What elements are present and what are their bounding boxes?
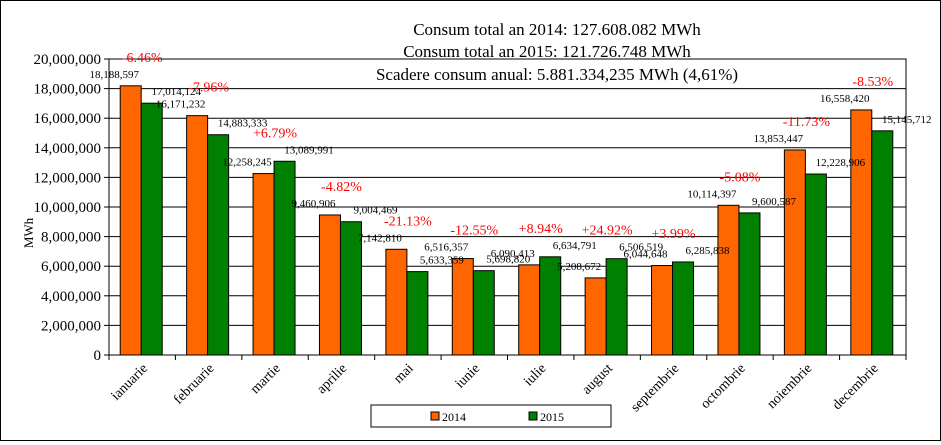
- bar-2014-decembrie: [850, 109, 873, 356]
- data-label-2014-decembrie: 16,558,420: [820, 93, 870, 105]
- x-tick-label: iulie: [521, 361, 549, 389]
- x-tick-label: octombrie: [698, 361, 749, 412]
- data-label-2014-ianuarie: 18,188,597: [89, 69, 139, 81]
- data-label-2015-iunie: 5,698,820: [486, 254, 531, 266]
- percent-change-label: -11.73%: [783, 115, 831, 130]
- y-tick-label: 16,000,000: [34, 111, 102, 127]
- data-label-2014-aprilie: 9,460,906: [291, 198, 336, 210]
- x-tick-label: noiembrie: [764, 361, 815, 412]
- bar-2015-martie: [273, 160, 296, 356]
- data-label-2014-iulie: 6,090,413: [491, 248, 536, 260]
- bar-2015-mai: [406, 271, 429, 356]
- bar-2014-mai: [385, 248, 408, 356]
- legend: 2014 2015: [370, 404, 612, 428]
- bar-2014-martie: [252, 173, 275, 356]
- bar-2015-august: [605, 258, 628, 356]
- y-tick-label: 2,000,000: [41, 318, 101, 334]
- data-label-2015-decembrie: 15,145,712: [882, 114, 932, 126]
- data-label-2014-septembrie: 6,044,648: [624, 249, 669, 261]
- percent-change-label: -5.08%: [720, 170, 761, 185]
- x-tick-label: iunie: [453, 361, 483, 391]
- percent-change-label: -4.82%: [321, 180, 362, 195]
- legend-label-2015: 2015: [540, 410, 564, 424]
- title-line-1: Consum total an 2014: 127.608.082 MWh: [413, 20, 701, 39]
- percent-change-label: -7.96%: [188, 81, 229, 96]
- data-label-2015-noiembrie: 12,228,906: [816, 157, 866, 169]
- data-label-2014-august: 5,208,672: [557, 261, 601, 273]
- title-line-2: Consum total an 2015: 121.726.748 MWh: [403, 42, 691, 61]
- bar-2015-iulie: [539, 256, 562, 356]
- legend-swatch-2014: [430, 411, 440, 421]
- data-label-2015-septembrie: 6,285,838: [686, 245, 731, 257]
- legend-box: [370, 404, 612, 428]
- y-tick-label: 8,000,000: [41, 230, 101, 246]
- title-line-3: Scadere consum anual: 5.881.334,235 MWh …: [376, 65, 738, 84]
- x-tick-label: septembrie: [628, 361, 682, 415]
- percent-change-label: -6.46%: [122, 51, 163, 66]
- data-label-2015-august: 6,506,519: [619, 242, 664, 254]
- data-label-2014-iunie: 6,516,357: [424, 242, 469, 254]
- data-label-2014-februarie: 16,171,232: [156, 99, 206, 111]
- chart-title: Consum total an 2014: 127.608.082 MWh Co…: [376, 20, 738, 84]
- data-label-2015-ianuarie: 17,014,124: [151, 86, 201, 98]
- y-axis-label: MWh: [21, 217, 36, 248]
- y-tick-label: 10,000,000: [34, 200, 102, 216]
- bar-2014-noiembrie: [783, 149, 806, 356]
- percent-change-label: -12.55%: [450, 224, 498, 239]
- x-tick-label: august: [579, 361, 616, 398]
- data-label-2015-octombrie: 9,600,587: [752, 196, 797, 208]
- data-label-2014-mai: 7,142,810: [358, 232, 403, 244]
- x-tick-label: decembrie: [830, 361, 882, 413]
- bar-2014-august: [584, 277, 607, 356]
- percent-change-label: +6.79%: [253, 126, 297, 141]
- bar-2015-noiembrie: [804, 173, 827, 356]
- y-tick-label: 18,000,000: [34, 82, 102, 98]
- legend-label-2014: 2014: [442, 410, 466, 424]
- bar-2015-septembrie: [672, 261, 695, 356]
- bar-2015-ianuarie: [140, 102, 163, 356]
- percent-change-label: -21.13%: [384, 214, 432, 229]
- y-tick-label: 12,000,000: [34, 170, 102, 186]
- percent-change-label: +3.99%: [652, 227, 696, 242]
- bar-2015-octombrie: [738, 212, 761, 356]
- y-tick-label: 0: [94, 348, 102, 364]
- legend-swatch-2015: [528, 411, 538, 421]
- bar-2014-septembrie: [651, 265, 674, 356]
- data-label-2014-noiembrie: 13,853,447: [754, 133, 804, 145]
- bar-2014-aprilie: [318, 214, 341, 356]
- bar-2014-februarie: [186, 115, 209, 356]
- x-tick-label: februarie: [171, 361, 217, 407]
- data-label-2015-iulie: 6,634,791: [553, 240, 597, 252]
- y-tick-label: 20,000,000: [34, 52, 102, 68]
- percent-change-label: +24.92%: [582, 224, 633, 239]
- data-label-2015-martie: 13,089,991: [284, 144, 334, 156]
- x-tick-label: mai: [391, 361, 417, 387]
- bar-2015-decembrie: [871, 130, 894, 356]
- data-label-2015-aprilie: 9,004,469: [353, 205, 398, 217]
- percent-change-label: +8.94%: [519, 222, 563, 237]
- bar-2015-aprilie: [339, 221, 362, 356]
- x-tick-label: martie: [248, 361, 284, 397]
- bar-2015-iunie: [472, 270, 495, 356]
- x-tick-label: aprilie: [314, 361, 350, 397]
- bar-2014-iulie: [518, 264, 541, 356]
- data-label-2015-mai: 5,633,359: [420, 255, 465, 267]
- x-tick-label: ianuarie: [109, 361, 151, 403]
- data-label-2014-octombrie: 10,114,397: [687, 188, 737, 200]
- bar-2014-octombrie: [717, 204, 740, 356]
- percent-change-label: -8.53%: [852, 75, 893, 90]
- bar-2014-iunie: [451, 258, 474, 356]
- data-label-2015-februarie: 14,883,333: [218, 118, 268, 130]
- y-tick-label: 4,000,000: [41, 289, 101, 305]
- data-label-2014-martie: 12,258,245: [222, 157, 272, 169]
- bar-2015-februarie: [207, 134, 230, 356]
- y-tick-label: 14,000,000: [34, 141, 102, 157]
- y-tick-label: 6,000,000: [41, 259, 101, 275]
- bar-2014-ianuarie: [119, 85, 142, 356]
